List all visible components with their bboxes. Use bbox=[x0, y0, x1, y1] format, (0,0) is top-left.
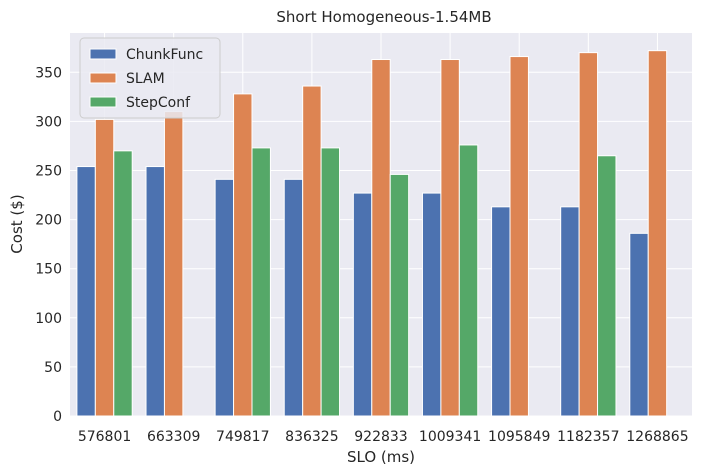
chart-title: Short Homogeneous-1.54MB bbox=[276, 8, 491, 26]
x-tick-label: 1095849 bbox=[488, 429, 550, 445]
bar-slam-749817 bbox=[233, 93, 253, 417]
y-tick-label: 0 bbox=[53, 409, 62, 425]
bar-slam-1182357 bbox=[578, 52, 599, 417]
y-tick-label: 50 bbox=[44, 360, 62, 376]
x-tick-label: 1009341 bbox=[419, 429, 481, 445]
x-tick-labels: 576801 663309 749817 836325 922833 1009341 109… bbox=[78, 429, 689, 445]
bar-chunkfunc-1182357 bbox=[560, 206, 580, 417]
bar-chunkfunc-1095849 bbox=[491, 206, 511, 417]
bar-slam-576801 bbox=[94, 118, 115, 417]
bar-slam-1009341 bbox=[440, 59, 460, 417]
x-tick-label: 1268865 bbox=[626, 429, 688, 445]
bar-chunkfunc-576801 bbox=[76, 166, 96, 417]
bar-chunkfunc-663309 bbox=[145, 166, 165, 417]
y-tick-label: 200 bbox=[35, 213, 62, 229]
y-tick-label: 350 bbox=[35, 65, 62, 81]
bars-group bbox=[76, 50, 668, 417]
bar-chunkfunc-836325 bbox=[283, 178, 304, 417]
bar-stepconf-1182357 bbox=[597, 155, 617, 417]
x-axis-label: SLO (ms) bbox=[347, 448, 415, 466]
bar-stepconf-1009341 bbox=[458, 144, 479, 417]
y-tick-label: 100 bbox=[35, 311, 62, 327]
bar-stepconf-922833 bbox=[389, 173, 410, 417]
legend: ChunkFunc SLAM StepConf bbox=[79, 37, 221, 119]
legend-swatch-chunkfunc bbox=[89, 48, 117, 60]
x-tick-label: 836325 bbox=[285, 429, 338, 445]
bar-chunkfunc-749817 bbox=[214, 178, 235, 417]
legend-label-stepconf: StepConf bbox=[126, 95, 191, 111]
x-tick-label: 749817 bbox=[216, 429, 269, 445]
bar-stepconf-836325 bbox=[320, 147, 341, 417]
bar-slam-1268865 bbox=[647, 50, 668, 417]
x-tick-label: 922833 bbox=[354, 429, 407, 445]
y-tick-label: 300 bbox=[35, 114, 62, 130]
x-tick-label: 576801 bbox=[78, 429, 131, 445]
bar-chunkfunc-922833 bbox=[352, 192, 373, 417]
bar-slam-663309 bbox=[163, 111, 184, 417]
bar-stepconf-749817 bbox=[251, 147, 271, 417]
y-tick-label: 250 bbox=[35, 163, 62, 179]
y-tick-labels: 0 50 100 150 200 250 300 350 bbox=[35, 65, 62, 425]
legend-label-slam: SLAM bbox=[126, 71, 165, 87]
legend-swatch-slam bbox=[89, 72, 117, 84]
bar-chunkfunc-1268865 bbox=[629, 232, 649, 417]
bar-slam-1095849 bbox=[509, 56, 529, 417]
bar-chunkfunc-1009341 bbox=[421, 192, 442, 417]
bar-slam-836325 bbox=[302, 85, 322, 417]
y-axis-label: Cost ($) bbox=[8, 194, 26, 253]
y-tick-label: 150 bbox=[35, 262, 62, 278]
x-tick-label: 1182357 bbox=[557, 429, 619, 445]
bar-stepconf-576801 bbox=[113, 150, 133, 417]
legend-swatch-stepconf bbox=[89, 96, 117, 108]
bar-slam-922833 bbox=[371, 59, 391, 417]
x-tick-label: 663309 bbox=[147, 429, 200, 445]
legend-label-chunkfunc: ChunkFunc bbox=[126, 47, 203, 63]
